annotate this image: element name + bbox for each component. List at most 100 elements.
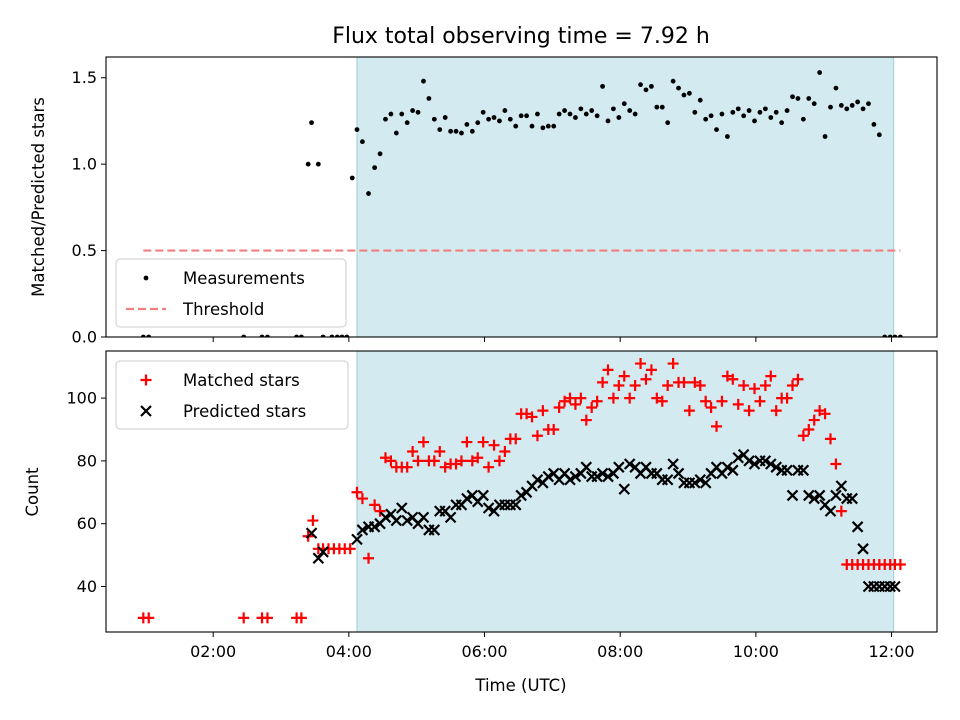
matched-stars-point: [656, 395, 668, 407]
measurements-point: [589, 108, 595, 113]
predicted-stars-point: [748, 458, 761, 470]
measurements-point: [822, 134, 828, 139]
matched-stars-point: [461, 436, 473, 448]
predicted-stars-point: [317, 546, 329, 558]
measurements-point: [654, 104, 660, 110]
matched-stars-point: [488, 439, 500, 451]
legend: Matched stars Predicted stars: [115, 360, 349, 430]
matched-stars-point: [770, 405, 782, 417]
predicted-stars-point: [305, 527, 318, 539]
measurements-point: [480, 109, 486, 115]
x-tick-label: 10:00: [733, 642, 779, 661]
matched-stars-point: [493, 455, 505, 467]
predicted-stars-point: [786, 489, 799, 502]
measurements-point: [659, 104, 665, 110]
measurements-point: [665, 120, 671, 126]
matched-stars-point: [412, 455, 424, 467]
predicted-stars-point: [564, 473, 576, 486]
predicted-stars-point: [390, 514, 403, 527]
measurements-point: [714, 127, 719, 132]
matched-stars-point: [407, 445, 419, 457]
measurements-point: [529, 123, 535, 129]
matched-stars-point: [765, 370, 777, 382]
matched-stars-point: [694, 380, 706, 392]
predicted-stars-point: [765, 458, 777, 470]
predicted-stars-point: [672, 467, 685, 480]
measurements-point: [632, 111, 638, 117]
matched-stars-point: [401, 461, 413, 473]
matched-stars-point: [711, 420, 723, 432]
measurements-point: [305, 161, 311, 167]
matched-stars-point: [564, 392, 576, 404]
measurements-point: [241, 334, 247, 337]
measurements-point: [621, 101, 627, 107]
matched-stars-point: [792, 373, 804, 385]
matched-stars-point: [307, 515, 319, 527]
top-y-axis-label: Matched/Predicted stars: [29, 97, 48, 297]
measurements-point: [670, 78, 676, 84]
measurements-point: [817, 70, 823, 75]
matched-stars-point: [640, 373, 652, 385]
predicted-stars-point: [721, 461, 734, 473]
measurements-point: [334, 334, 340, 337]
matched-stars-point: [261, 612, 273, 624]
axes-frame: [105, 350, 938, 633]
measurements-point: [757, 109, 763, 115]
matched-stars-point: [716, 395, 728, 407]
matched-stars-point: [575, 392, 587, 404]
matched-stars-point: [586, 402, 598, 414]
measurements-point: [502, 108, 508, 113]
measurements-point: [349, 175, 355, 181]
measurements-point: [372, 165, 378, 171]
x-tick-label: 04:00: [326, 642, 372, 661]
measurements-point: [735, 106, 741, 112]
matched-stars-point: [667, 358, 679, 370]
matched-stars-point: [819, 408, 831, 420]
predicted-stars-point: [542, 470, 555, 483]
measurements-point: [366, 191, 371, 196]
measurements-point: [294, 334, 300, 337]
y-tick-label: 40: [77, 577, 97, 596]
measurements-point: [627, 108, 633, 113]
measurements-point: [486, 116, 491, 122]
series-layer: [140, 70, 903, 337]
predicted-stars-point: [356, 524, 369, 536]
predicted-stars-point: [509, 499, 522, 511]
measurements-point: [415, 109, 421, 115]
y-tick-label: 100: [66, 389, 97, 408]
matched-stars-point: [385, 455, 397, 467]
measurements-point: [730, 109, 736, 115]
legend-label: Threshold: [182, 300, 264, 319]
matched-stars-point: [635, 358, 647, 370]
matched-stars-point: [428, 455, 440, 467]
predicted-stars-point: [889, 580, 901, 593]
matched-stars-point: [510, 433, 522, 445]
matched-stars-point: [472, 452, 484, 464]
predicted-stars-point: [781, 464, 793, 477]
predicted-stars-point: [694, 473, 707, 486]
measurements-point: [638, 82, 643, 88]
legend: Measurements Threshold: [115, 258, 347, 328]
matched-stars-point: [499, 445, 511, 457]
predicted-stars-point: [732, 451, 745, 464]
predicted-stars-point: [759, 455, 772, 467]
chart-title: Flux total observing time = 7.92 h: [332, 24, 710, 49]
measurements-point: [892, 334, 898, 337]
predicted-stars-point: [569, 470, 582, 483]
matched-stars-point: [743, 405, 755, 417]
measurements-point: [643, 87, 649, 93]
measurements-point: [315, 161, 321, 167]
measurements-point: [681, 92, 687, 98]
measurements-point: [475, 120, 481, 126]
measurements-point: [800, 116, 806, 122]
matched-stars-point: [483, 461, 495, 473]
measurements-point: [404, 120, 410, 126]
matched-stars-point: [477, 436, 489, 448]
measurements-point: [686, 90, 692, 96]
matched-stars-point: [732, 398, 744, 410]
series-layer: [137, 358, 906, 624]
measurements-point: [871, 122, 877, 127]
measurements-point: [594, 113, 600, 119]
measurements-point: [676, 85, 681, 91]
